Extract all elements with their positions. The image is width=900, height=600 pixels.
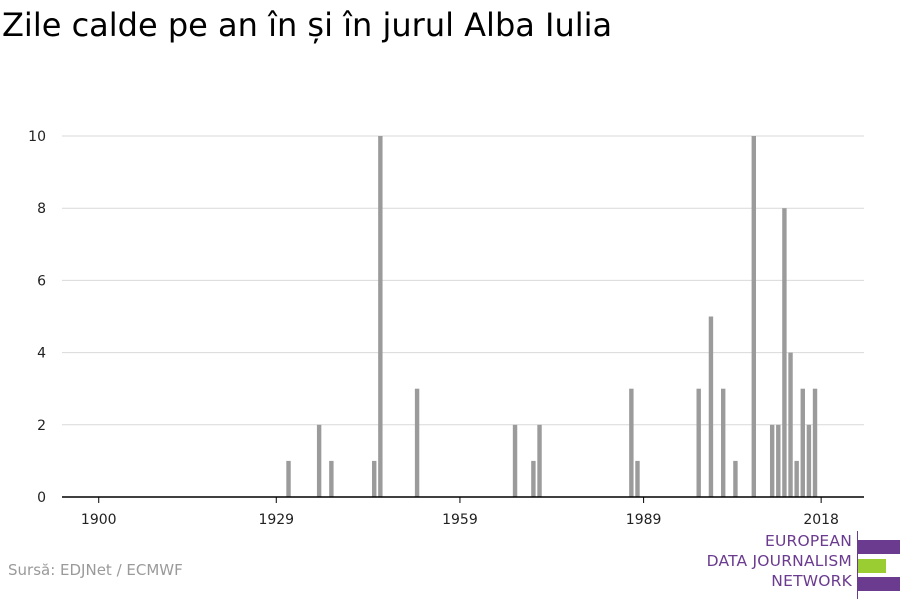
x-tick-label: 1929 [258,512,294,528]
logo-bar-middle [858,559,886,573]
x-tick-label: 1989 [626,512,662,528]
x-tick-label: 1900 [81,512,117,528]
bar [788,352,793,497]
y-tick-label: 10 [28,129,46,145]
bar [794,460,799,497]
bar [372,460,377,497]
bar [708,316,714,497]
bar [751,136,757,497]
logo-line-1: EUROPEAN [764,532,852,550]
bar [776,424,781,497]
bar [629,388,634,497]
y-tick-label: 8 [37,201,46,217]
bar [378,136,383,497]
logo-text: EUROPEAN DATA JOURNALISM NETWORK [707,531,852,591]
bar [782,208,787,497]
logo-line-3: NETWORK [771,572,852,590]
logo-divider [857,531,858,599]
logo-bar-bottom [858,577,900,591]
bar [769,424,775,497]
bar [414,388,420,497]
bar [316,424,322,497]
bar [733,460,738,497]
bar [696,388,701,497]
bar [512,424,518,497]
bar [800,388,805,497]
y-tick-labels: 0 2 4 6 8 10 [28,129,46,506]
bar [812,388,818,497]
x-tick-labels: 1900 1929 1959 1989 2018 [81,512,839,528]
bar [635,460,640,497]
bar [329,460,334,497]
y-tick-label: 6 [37,273,46,289]
bars [286,136,818,497]
x-tick-label: 2018 [803,512,839,528]
axes [62,496,864,503]
chart-title: Zile calde pe an în și în jurul Alba Iul… [2,6,613,44]
bar [537,424,542,497]
bar-chart: 0 2 4 6 8 10 1900 1929 1959 1989 2018 [28,129,864,528]
y-tick-label: 0 [37,490,46,506]
y-tick-label: 2 [37,418,46,434]
bar [806,424,812,497]
bar [286,460,291,497]
logo-line-2: DATA JOURNALISM [706,552,852,570]
logo-bar-top [858,540,900,554]
grid-lines [62,135,864,426]
edjnet-logo[interactable]: EUROPEAN DATA JOURNALISM NETWORK [700,531,900,599]
bar [531,460,536,497]
y-tick-label: 4 [37,346,46,362]
bar [720,388,726,497]
source-note: Sursă: EDJNet / ECMWF [8,561,183,579]
x-tick-label: 1959 [442,512,478,528]
